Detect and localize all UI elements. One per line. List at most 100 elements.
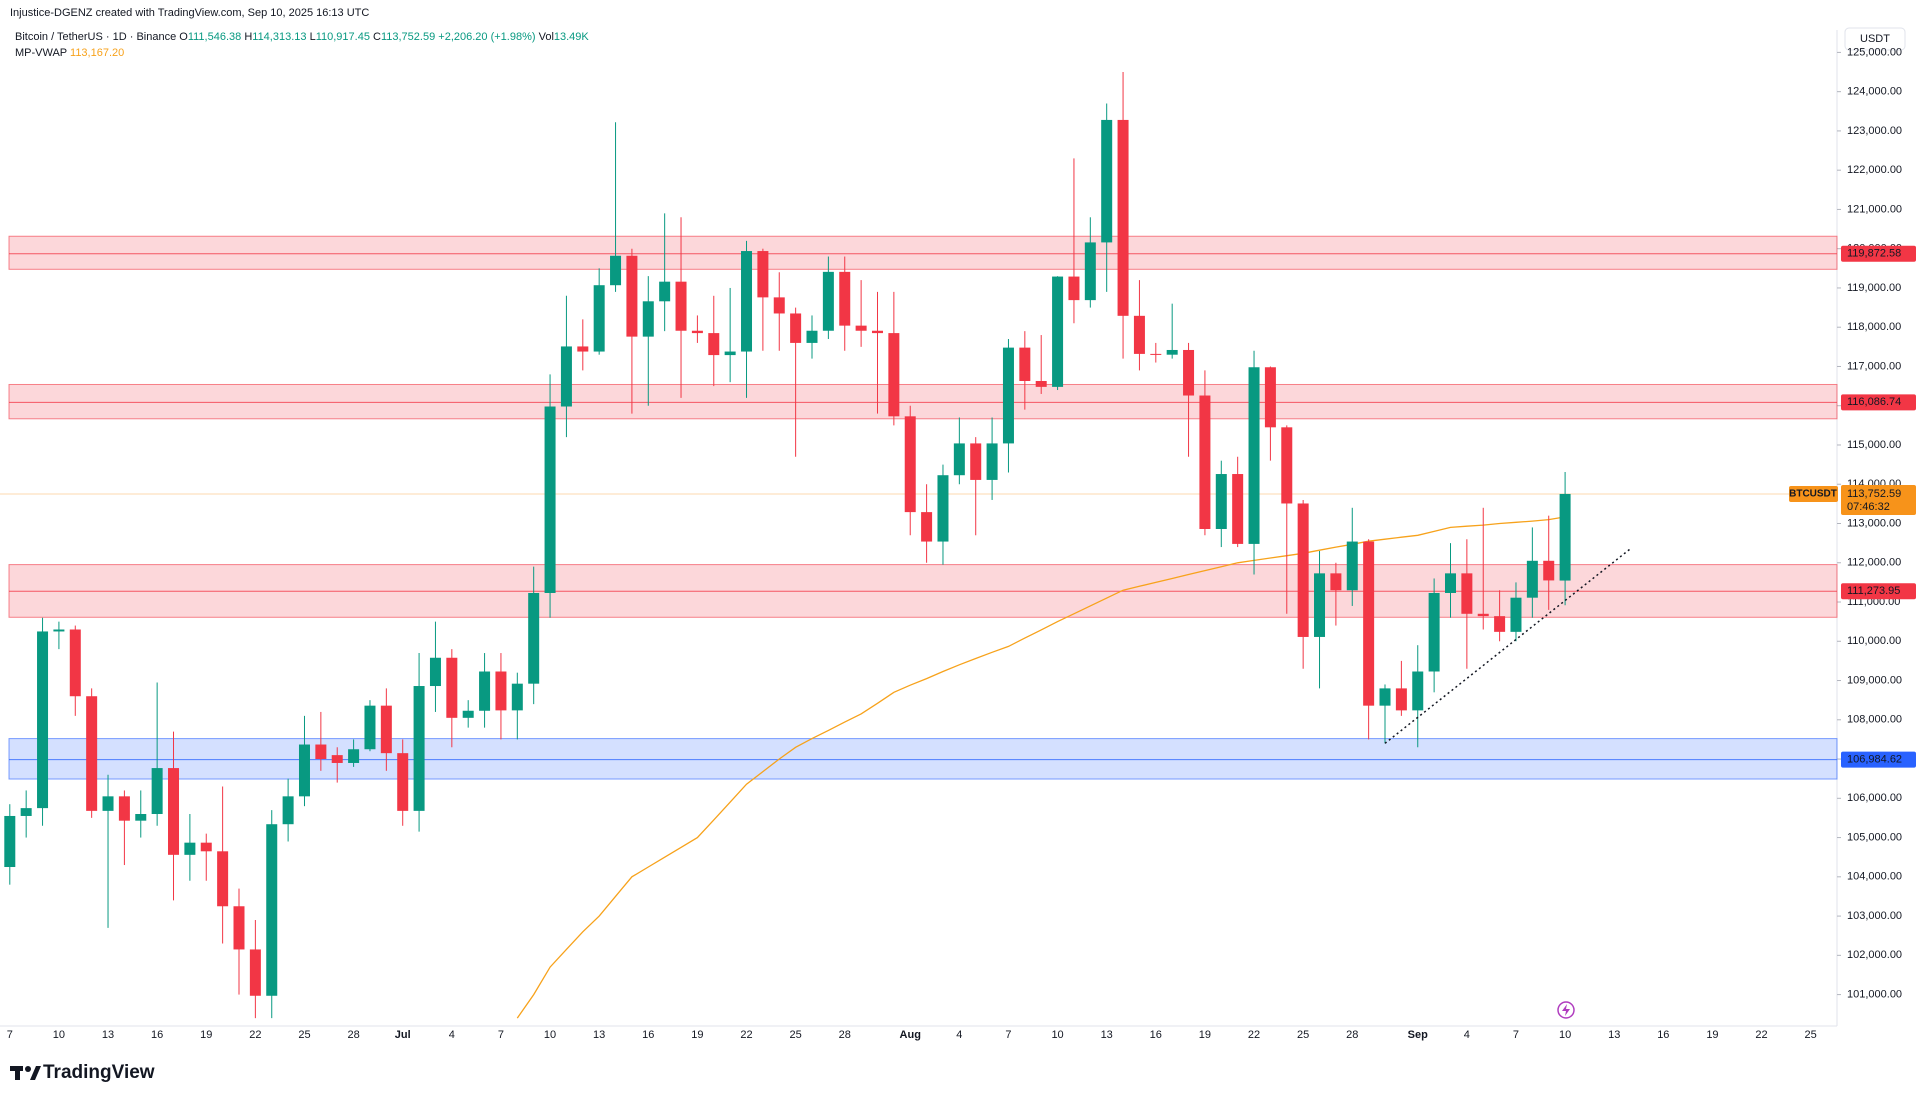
candle-body bbox=[1297, 503, 1309, 637]
x-tick-label: 10 bbox=[1559, 1029, 1571, 1041]
x-tick-label: 4 bbox=[449, 1029, 455, 1041]
candle-body bbox=[1543, 560, 1555, 581]
zone-price-box bbox=[1841, 245, 1916, 262]
x-tick-label: 16 bbox=[642, 1029, 654, 1041]
x-tick-label: 10 bbox=[53, 1029, 65, 1041]
candle-body bbox=[429, 657, 441, 687]
candle-body bbox=[1395, 688, 1407, 711]
candle-body bbox=[708, 333, 720, 356]
candle-body bbox=[871, 330, 883, 334]
candle-body bbox=[282, 796, 294, 825]
change: +2,206.20 (+1.98%) bbox=[438, 31, 536, 43]
zone bbox=[8, 235, 1838, 270]
credit: Injustice-DGENZ created with TradingView… bbox=[10, 7, 370, 19]
candle-body bbox=[970, 443, 982, 480]
candle-body bbox=[118, 796, 130, 821]
candle-body bbox=[1461, 573, 1473, 614]
zone-price-label: 119,872.58 bbox=[1847, 248, 1901, 260]
y-tick-label: 117,000.00 bbox=[1847, 360, 1901, 372]
x-tick-label: 13 bbox=[593, 1029, 605, 1041]
ohlc-key: H bbox=[244, 31, 253, 43]
ohlc-value: 114,313.13 bbox=[252, 31, 307, 43]
zone-price-box bbox=[1841, 751, 1916, 768]
x-tick-label: 19 bbox=[200, 1029, 212, 1041]
candle-body bbox=[1199, 395, 1211, 529]
candle-body bbox=[822, 271, 834, 331]
candle-body bbox=[544, 406, 556, 593]
x-tick-label: 22 bbox=[1755, 1029, 1767, 1041]
candle-body bbox=[151, 768, 163, 815]
y-tick-label: 125,000.00 bbox=[1847, 46, 1902, 58]
candle-body bbox=[348, 749, 360, 763]
candle-body bbox=[315, 744, 327, 760]
x-tick-label: 4 bbox=[956, 1029, 962, 1041]
y-tick-label: 102,000.00 bbox=[1847, 949, 1902, 961]
currency-box[interactable] bbox=[1844, 27, 1906, 51]
x-tick-label: 28 bbox=[347, 1029, 359, 1041]
x-tick-label: 19 bbox=[691, 1029, 703, 1041]
candle-body bbox=[593, 285, 605, 352]
candle-body bbox=[397, 753, 409, 811]
candle-body bbox=[1477, 613, 1489, 617]
candle-body bbox=[757, 251, 769, 298]
x-tick-label: 7 bbox=[7, 1029, 13, 1041]
candle-body bbox=[1314, 573, 1326, 637]
candle-body bbox=[577, 346, 589, 352]
symbol-legend: Bitcoin / TetherUS · 1D · Binance O111,5… bbox=[15, 31, 589, 43]
candle-body bbox=[1215, 474, 1227, 529]
candle-body bbox=[200, 842, 212, 852]
candle-body bbox=[495, 671, 507, 711]
last-price-label: 113,752.59 bbox=[1847, 488, 1901, 500]
x-tick-label: 13 bbox=[102, 1029, 114, 1041]
zone-price-label: 106,984.62 bbox=[1847, 754, 1902, 766]
countdown: 07:46:32 bbox=[1847, 501, 1890, 513]
y-tick-label: 112,000.00 bbox=[1847, 557, 1901, 569]
candle-body bbox=[184, 842, 196, 855]
candle-body bbox=[20, 808, 32, 816]
candle-body bbox=[1068, 276, 1080, 301]
last-price-box bbox=[1841, 484, 1916, 515]
candle-body bbox=[1084, 242, 1096, 301]
candle-body bbox=[53, 629, 65, 632]
candle-body bbox=[675, 281, 687, 331]
candle-body bbox=[1248, 367, 1260, 544]
candle-body bbox=[233, 906, 245, 950]
candle-body bbox=[691, 330, 703, 334]
x-tick-label: 10 bbox=[544, 1029, 556, 1041]
symbol: Bitcoin / TetherUS · 1D · Binance bbox=[15, 31, 177, 43]
candle-body bbox=[168, 768, 180, 855]
candle-body bbox=[741, 251, 753, 352]
candle-body bbox=[1363, 541, 1375, 706]
x-tick-label: 19 bbox=[1706, 1029, 1718, 1041]
candle-body bbox=[724, 351, 736, 356]
candle-body bbox=[626, 255, 638, 337]
candle-body bbox=[937, 475, 949, 542]
candle-body bbox=[1526, 560, 1538, 598]
y-tick-label: 119,000.00 bbox=[1847, 282, 1901, 294]
x-tick-label: Aug bbox=[900, 1029, 921, 1041]
indicator: MP-VWAP bbox=[15, 47, 67, 59]
alert-icon[interactable] bbox=[1557, 1001, 1575, 1019]
y-tick-label: 121,000.00 bbox=[1847, 203, 1902, 215]
x-tick-label: 28 bbox=[1346, 1029, 1358, 1041]
candle-body bbox=[1510, 597, 1522, 632]
candle-body bbox=[446, 657, 458, 718]
candle-body bbox=[1117, 119, 1129, 316]
x-tick-label: 4 bbox=[1464, 1029, 1470, 1041]
logo bbox=[10, 1066, 41, 1080]
zone-price-box bbox=[1841, 583, 1916, 600]
candle-body bbox=[266, 824, 278, 996]
candle-body bbox=[659, 281, 671, 302]
candle-body bbox=[331, 755, 343, 763]
indicator-legend: MP-VWAP 113,167.20 bbox=[15, 47, 124, 59]
candle-body bbox=[610, 255, 622, 286]
candle-body bbox=[1002, 347, 1014, 444]
candle-body bbox=[642, 301, 654, 337]
candle-body bbox=[102, 796, 114, 811]
currency: USDT bbox=[1860, 33, 1890, 45]
y-tick-label: 104,000.00 bbox=[1847, 871, 1902, 883]
candle-body bbox=[479, 671, 491, 711]
x-tick-label: 13 bbox=[1101, 1029, 1113, 1041]
x-tick-label: 22 bbox=[1248, 1029, 1260, 1041]
